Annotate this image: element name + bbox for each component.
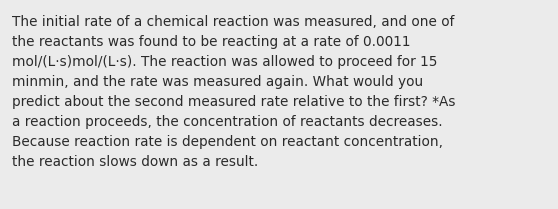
Text: The initial rate of a chemical reaction was measured, and one of
the reactants w: The initial rate of a chemical reaction … xyxy=(12,15,456,169)
